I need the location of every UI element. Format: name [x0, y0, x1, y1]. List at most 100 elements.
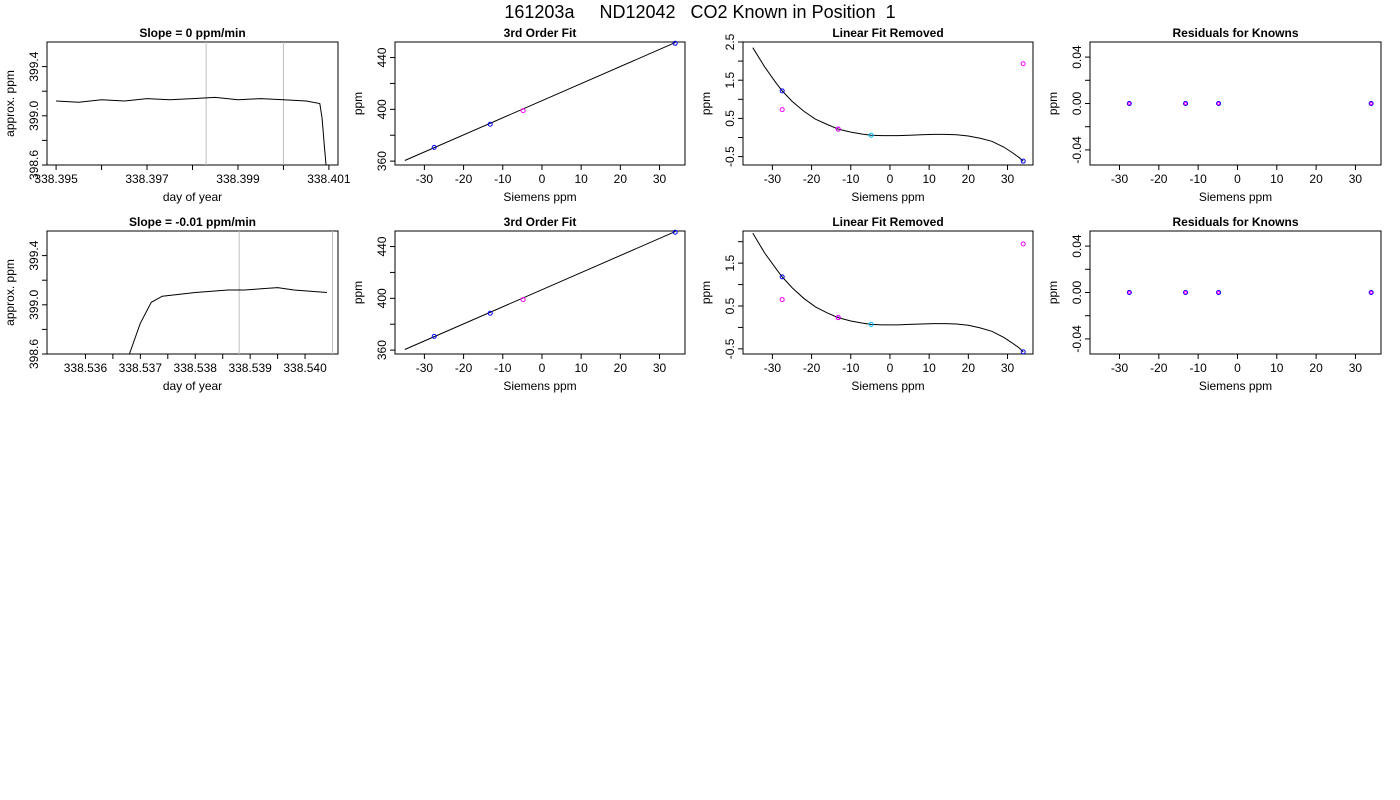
- y-tick-label: 399.0: [27, 100, 41, 130]
- x-axis-label: Siemens ppm: [851, 379, 924, 393]
- plot-frame: [742, 230, 1034, 355]
- y-tick-label: 440: [375, 47, 389, 67]
- y-tick-label: -0.5: [723, 338, 737, 359]
- data-point: [1127, 290, 1131, 295]
- y-tick-label: 398.6: [27, 150, 41, 180]
- data-point: [835, 126, 841, 132]
- y-axis-label: ppm: [1046, 92, 1060, 115]
- plot-frame: [46, 230, 339, 355]
- data-point: [1126, 290, 1132, 295]
- x-tick-label: 0: [1234, 172, 1241, 186]
- panel-title: 3rd Order Fit: [504, 215, 577, 229]
- y-tick-label: 1.5: [723, 72, 737, 89]
- y-tick-label: 440: [375, 236, 389, 256]
- chart-panel-6: 3rd Order Fit -30 -20 -10 0 10 20 30 360 400 440 Si…: [351, 215, 686, 393]
- chart-panel-1: Slope = 0 ppm/min 338.395 338.397 338.399 33…: [3, 26, 351, 204]
- x-tick-label: 10: [574, 361, 588, 375]
- panel-title: Residuals for Knowns: [1172, 215, 1298, 229]
- x-tick-label: 10: [922, 361, 936, 375]
- x-tick-label: 30: [653, 172, 667, 186]
- x-tick-label: 30: [1001, 361, 1015, 375]
- data-point: [672, 40, 678, 46]
- x-tick-label: 338.540: [283, 361, 327, 375]
- data-point: [835, 315, 841, 321]
- plot-area: [128, 231, 334, 354]
- y-tick-label: 398.6: [27, 339, 41, 369]
- x-tick-label: 10: [1270, 361, 1284, 375]
- x-tick-label: 338.399: [216, 172, 260, 186]
- x-tick-label: 0: [887, 172, 894, 186]
- chart-panel-2: 3rd Order Fit -30 -20 -10 0 10 20 30 360 400 440 Si…: [351, 26, 686, 204]
- x-axis-label: Siemens ppm: [1199, 190, 1272, 204]
- y-tick-label: 399.0: [27, 289, 41, 319]
- plot-area: [404, 42, 676, 161]
- panel-title: Linear Fit Removed: [832, 215, 943, 229]
- x-axis-label: Siemens ppm: [1199, 379, 1272, 393]
- data-point: [1126, 101, 1132, 106]
- data-point: [1127, 101, 1131, 106]
- y-tick-label: 360: [375, 151, 389, 171]
- y-axis-label: ppm: [699, 92, 713, 115]
- x-tick-label: 0: [887, 361, 894, 375]
- x-tick-label: 338.538: [174, 361, 218, 375]
- data-point: [779, 274, 785, 280]
- x-tick-label: -10: [494, 172, 512, 186]
- x-tick-label: 0: [1234, 361, 1241, 375]
- data-point: [672, 229, 678, 235]
- data-point: [1368, 101, 1374, 106]
- x-tick-label: -10: [1189, 172, 1207, 186]
- x-tick-label: -10: [494, 361, 512, 375]
- panel-title: Linear Fit Removed: [832, 26, 943, 40]
- y-axis-label: ppm: [351, 92, 365, 115]
- x-tick-label: 0: [539, 172, 546, 186]
- x-axis-label: Siemens ppm: [503, 379, 576, 393]
- x-tick-label: 10: [922, 172, 936, 186]
- data-point: [1020, 158, 1026, 164]
- y-tick-label: 399.4: [27, 51, 41, 81]
- data-point: [1183, 101, 1188, 106]
- data-point: [1020, 61, 1026, 67]
- y-tick-label: 0.04: [1070, 234, 1084, 258]
- data-trace: [128, 287, 328, 354]
- y-tick-label: -0.04: [1070, 325, 1084, 353]
- panel-title: Residuals for Knowns: [1172, 26, 1298, 40]
- plot-area: [752, 47, 1024, 162]
- y-tick-label: 2.5: [723, 33, 737, 50]
- data-point: [779, 107, 785, 113]
- data-point: [1020, 241, 1026, 247]
- x-tick-label: -20: [455, 361, 473, 375]
- chart-panel-8: Residuals for Knowns -30 -20 -10 0 10 20 30 -0.0…: [1046, 215, 1382, 393]
- data-point: [520, 297, 526, 303]
- x-tick-label: 20: [962, 172, 976, 186]
- chart-panel-5: Slope = -0.01 ppm/min 338.536 338.537 338.5…: [3, 215, 339, 393]
- data-point: [1020, 349, 1026, 355]
- plot-frame: [1089, 41, 1382, 166]
- x-tick-label: 20: [962, 361, 976, 375]
- data-trace: [56, 96, 327, 165]
- plot-frame: [394, 230, 686, 355]
- data-point: [779, 297, 785, 303]
- data-point: [1183, 101, 1189, 106]
- y-axis-label: ppm: [699, 281, 713, 304]
- data-point: [431, 333, 437, 339]
- panel-title: Slope = -0.01 ppm/min: [129, 215, 256, 229]
- x-tick-label: -20: [803, 361, 821, 375]
- x-tick-label: -30: [764, 361, 782, 375]
- x-tick-label: 20: [1309, 361, 1323, 375]
- y-axis-label: approx. ppm: [3, 70, 17, 137]
- data-point: [868, 321, 874, 327]
- x-tick-label: 0: [539, 361, 546, 375]
- x-tick-label: 20: [614, 172, 628, 186]
- x-axis-label: day of year: [163, 190, 222, 204]
- x-tick-label: 30: [653, 361, 667, 375]
- x-tick-label: 20: [1309, 172, 1323, 186]
- x-tick-label: 30: [1001, 172, 1015, 186]
- y-tick-label: 1.5: [723, 254, 737, 271]
- plot-area: [752, 232, 1024, 353]
- data-point: [779, 88, 785, 94]
- plot-frame: [46, 41, 339, 166]
- x-tick-label: -30: [1111, 172, 1129, 186]
- data-point: [1369, 101, 1373, 106]
- fit-curve: [752, 47, 1024, 162]
